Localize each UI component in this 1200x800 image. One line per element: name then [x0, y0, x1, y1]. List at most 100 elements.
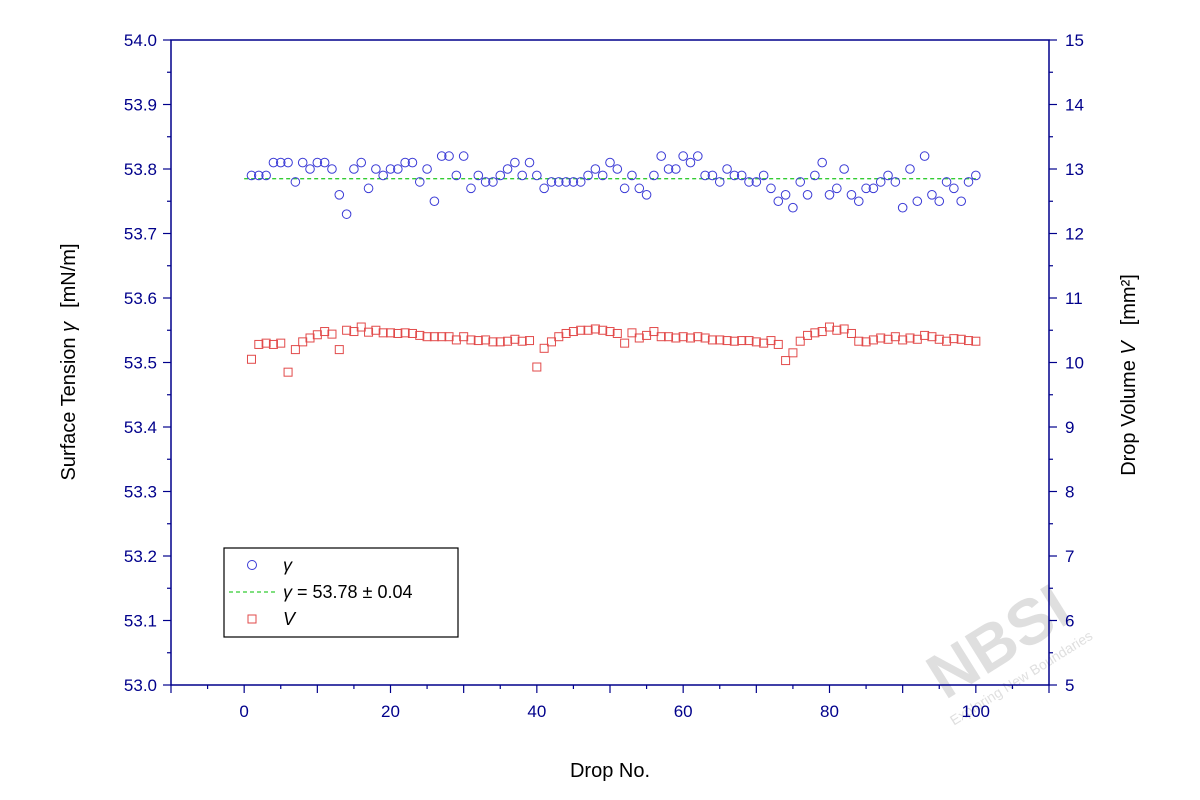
gamma-point: [466, 183, 476, 194]
volume-point: [964, 336, 974, 346]
volume-point: [305, 333, 315, 343]
gamma-point: [590, 164, 601, 174]
y-left-tick-label: 53.5: [124, 354, 157, 373]
volume-point: [920, 330, 930, 340]
gamma-point: [407, 157, 418, 168]
x-tick-label: 0: [239, 702, 248, 721]
volume-point: [656, 332, 666, 342]
gamma-point: [971, 170, 981, 181]
gamma-point: [963, 177, 974, 187]
volume-point: [488, 337, 498, 347]
gamma-point: [436, 151, 447, 161]
gamma-point: [780, 190, 791, 200]
volume-point: [803, 330, 813, 340]
gamma-point: [414, 177, 425, 187]
y-left-tick-label: 53.9: [124, 96, 157, 115]
gamma-point: [627, 170, 637, 181]
gamma-point: [934, 196, 945, 207]
volume-point: [905, 333, 915, 343]
volume-point: [407, 328, 417, 338]
y-left-tick-label: 53.8: [124, 160, 157, 179]
volume-point: [517, 336, 527, 346]
legend-v-marker: [247, 614, 257, 624]
gamma-point: [312, 157, 323, 168]
gamma-point: [473, 170, 484, 181]
volume-point: [568, 327, 578, 337]
gamma-point: [678, 151, 688, 161]
gamma-point: [341, 209, 352, 219]
volume-point: [781, 356, 791, 366]
volume-point: [693, 332, 703, 342]
y-right-tick-label: 12: [1065, 225, 1084, 244]
gamma-point: [605, 157, 615, 168]
volume-point: [612, 328, 622, 338]
gamma-point: [693, 151, 703, 161]
volume-point: [415, 330, 425, 340]
volume-point: [576, 325, 586, 335]
gamma-point: [649, 170, 659, 181]
gamma-point: [663, 164, 674, 174]
gamma-point: [919, 151, 930, 161]
volume-point: [729, 336, 739, 346]
gamma-point: [846, 190, 857, 200]
x-tick-label: 60: [674, 702, 693, 721]
gamma-point: [253, 170, 264, 181]
gamma-point: [305, 164, 315, 174]
volume-point: [334, 345, 344, 355]
gamma-point: [641, 190, 652, 200]
gamma-point: [861, 183, 871, 194]
y-left-tick-label: 53.1: [124, 612, 157, 631]
gamma-point: [795, 177, 806, 187]
volume-point: [481, 335, 491, 345]
gamma-point: [532, 170, 542, 181]
series-volume: [246, 322, 981, 377]
gamma-point: [597, 170, 608, 181]
volume-point: [327, 329, 337, 339]
volume-point: [927, 332, 937, 342]
gamma-point: [736, 170, 747, 181]
gamma-point: [758, 170, 769, 181]
gamma-point: [349, 164, 359, 174]
y-right-axis-title: Drop Volume V [mm²]: [1118, 274, 1140, 476]
volume-point: [942, 336, 952, 346]
volume-point: [700, 333, 710, 343]
gamma-point: [905, 164, 915, 174]
volume-point: [971, 336, 981, 346]
gamma-point: [927, 190, 937, 200]
legend-box: [223, 547, 459, 638]
volume-point: [883, 334, 893, 344]
y-left-tick-label: 53.7: [124, 225, 157, 244]
gamma-point: [371, 164, 381, 174]
gamma-point: [802, 190, 813, 200]
gamma-point: [539, 183, 549, 194]
gamma-point: [619, 183, 630, 194]
volume-point: [473, 336, 483, 346]
volume-point: [605, 327, 615, 337]
volume-point: [561, 328, 571, 338]
volume-point: [846, 328, 856, 338]
gamma-point: [897, 202, 908, 213]
gamma-point: [634, 183, 645, 194]
volume-point: [934, 334, 944, 344]
volume-point: [956, 334, 966, 344]
gamma-point: [429, 196, 440, 207]
volume-point: [759, 338, 769, 348]
y-left-tick-label: 53.4: [124, 418, 157, 437]
gamma-point: [810, 170, 820, 181]
gamma-point: [656, 151, 667, 161]
y-right-tick-label: 15: [1065, 31, 1084, 50]
volume-point: [766, 336, 776, 346]
volume-point: [400, 328, 410, 338]
series-gamma: [246, 151, 981, 219]
volume-point: [890, 332, 900, 342]
volume-point: [737, 336, 747, 346]
x-tick-label: 20: [381, 702, 400, 721]
gamma-point: [941, 177, 952, 187]
volume-point: [898, 335, 908, 345]
volume-point: [685, 333, 695, 343]
gamma-point: [422, 164, 432, 174]
y-left-axis-title: Surface Tension γ [mN/m]: [58, 243, 80, 480]
gamma-point: [832, 183, 842, 194]
volume-point: [825, 322, 834, 332]
gamma-point: [839, 164, 849, 174]
